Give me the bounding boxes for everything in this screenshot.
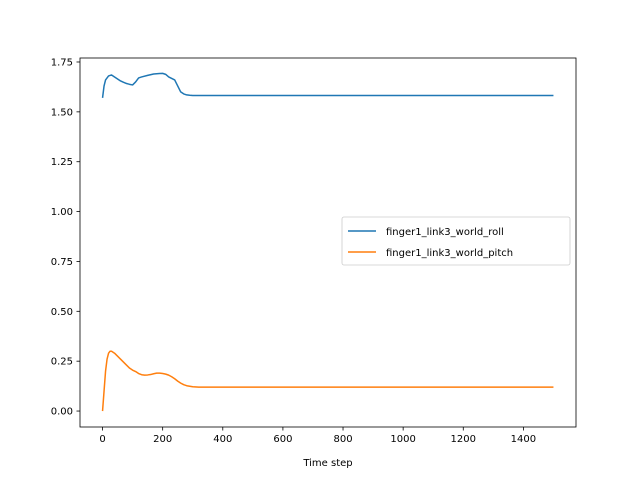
legend: finger1_link3_world_roll finger1_link3_wo…: [341, 216, 571, 266]
y-tick-label: 1.75: [51, 57, 73, 68]
x-tick-label: 800: [333, 434, 352, 445]
y-tick-label: 1.50: [51, 107, 73, 118]
series-lines: [101, 72, 554, 412]
y-tick-label: 1.25: [51, 157, 73, 168]
legend-box: [341, 216, 571, 266]
plot-frame: [79, 57, 577, 428]
y-tick-label: 0.75: [51, 257, 73, 268]
x-tick-label: 1000: [390, 434, 415, 445]
x-axis-label: Time step: [302, 458, 352, 469]
x-tick-label: 0: [99, 434, 105, 445]
x-axis-ticks: 0 200 400 600 800 1000 1200 1400: [99, 427, 536, 445]
y-tick-label: 1.00: [51, 207, 73, 218]
y-axis-ticks: 0.00 0.25 0.50 0.75 1.00 1.25 1.50 1.75: [51, 57, 80, 418]
series-line-2: [101, 350, 554, 412]
series-line-1: [101, 72, 554, 98]
y-tick-label: 0.25: [51, 357, 73, 368]
y-tick-label: 0.50: [51, 307, 73, 318]
x-tick-label: 400: [213, 434, 232, 445]
y-tick-label: 0.00: [51, 407, 73, 418]
legend-label: finger1_link3_world_roll: [386, 227, 504, 238]
legend-label: finger1_link3_world_pitch: [386, 248, 513, 259]
x-tick-label: 1200: [451, 434, 476, 445]
x-tick-label: 1400: [511, 434, 536, 445]
x-tick-label: 600: [273, 434, 292, 445]
x-tick-label: 200: [153, 434, 172, 445]
